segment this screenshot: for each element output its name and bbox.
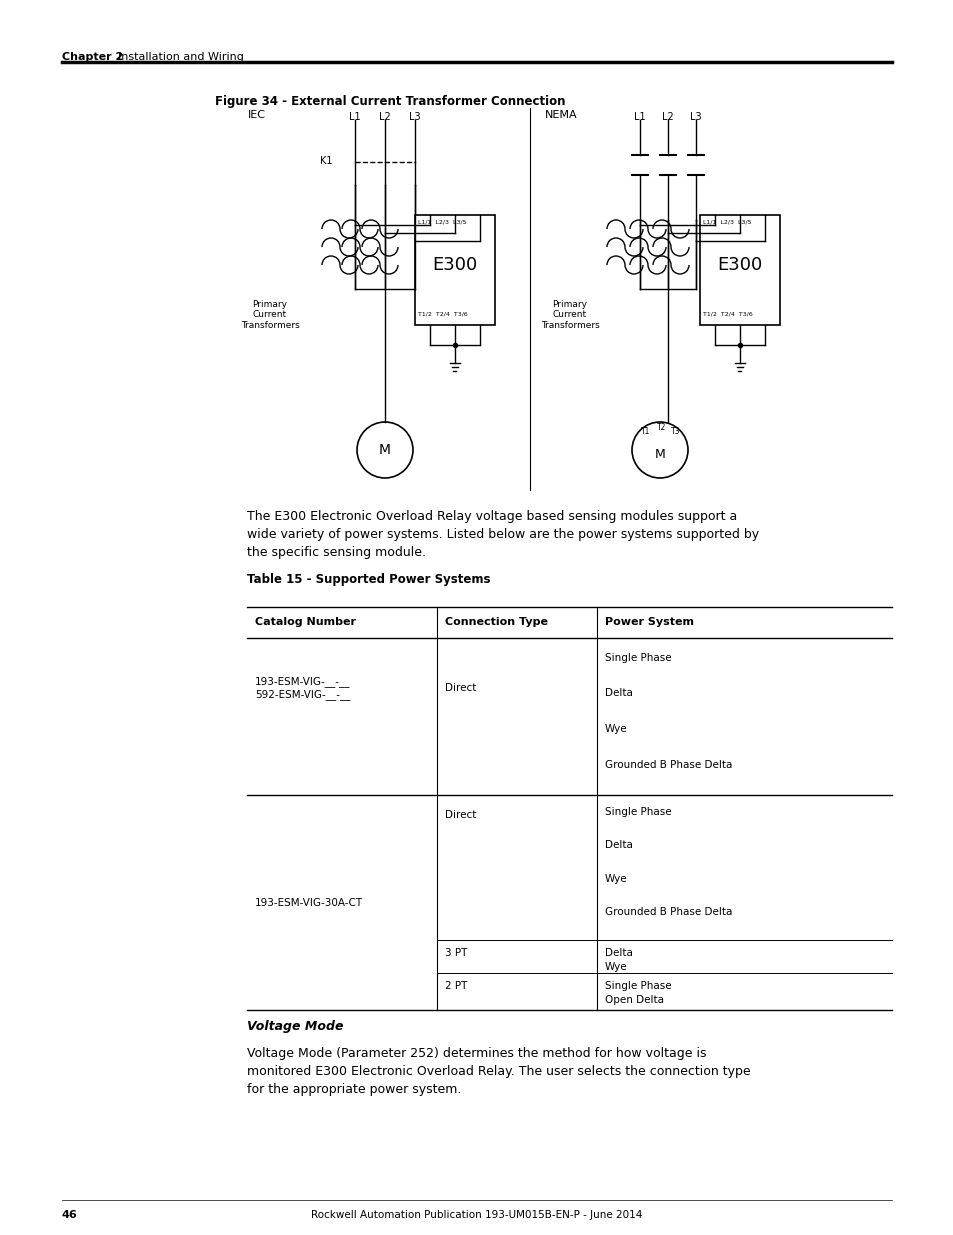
Text: E300: E300 [432,256,477,274]
Text: 193-ESM-VIG-__-__
592-ESM-VIG-__-__: 193-ESM-VIG-__-__ 592-ESM-VIG-__-__ [254,677,350,700]
Text: NEMA: NEMA [544,110,577,120]
Text: monitored E300 Electronic Overload Relay. The user selects the connection type: monitored E300 Electronic Overload Relay… [247,1065,750,1078]
Text: T2: T2 [657,424,666,432]
Text: Table 15 - Supported Power Systems: Table 15 - Supported Power Systems [247,573,490,585]
Text: Delta: Delta [604,948,632,958]
Text: 2 PT: 2 PT [444,981,467,990]
Text: 193-ESM-VIG-30A-CT: 193-ESM-VIG-30A-CT [254,898,363,908]
Text: T1/2  T2/4  T3/6: T1/2 T2/4 T3/6 [417,311,467,316]
Text: Figure 34 - External Current Transformer Connection: Figure 34 - External Current Transformer… [214,95,565,107]
Text: Direct: Direct [444,683,476,693]
Text: E300: E300 [717,256,761,274]
Text: Wye: Wye [604,724,627,734]
Text: Wye: Wye [604,962,627,972]
Text: L3: L3 [409,112,420,122]
Text: Grounded B Phase Delta: Grounded B Phase Delta [604,760,732,769]
Text: The E300 Electronic Overload Relay voltage based sensing modules support a: The E300 Electronic Overload Relay volta… [247,510,737,522]
Text: L1: L1 [349,112,360,122]
Bar [415,215,495,325]
Text: Voltage Mode: Voltage Mode [247,1020,343,1032]
Text: M: M [378,443,391,457]
Text: T1: T1 [640,427,650,436]
Text: L1: L1 [634,112,645,122]
Text: L1/1  L2/3  L3/5: L1/1 L2/3 L3/5 [417,220,466,225]
Text: Installation and Wiring: Installation and Wiring [118,52,244,62]
Text: L1/1  L2/3  L3/5: L1/1 L2/3 L3/5 [702,220,751,225]
Text: Direct: Direct [444,810,476,820]
Text: T1/2  T2/4  T3/6: T1/2 T2/4 T3/6 [702,311,752,316]
Text: for the appropriate power system.: for the appropriate power system. [247,1083,461,1095]
Text: 3 PT: 3 PT [444,948,467,958]
Text: Wye: Wye [604,873,627,883]
Text: Power System: Power System [604,618,693,627]
Text: Chapter 2: Chapter 2 [62,52,123,62]
Text: Grounded B Phase Delta: Grounded B Phase Delta [604,906,732,916]
Text: Connection Type: Connection Type [444,618,547,627]
Text: the specific sensing module.: the specific sensing module. [247,546,426,559]
Text: Delta: Delta [604,840,632,850]
Text: Catalog Number: Catalog Number [254,618,355,627]
Text: T3: T3 [671,427,680,436]
Text: L2: L2 [661,112,673,122]
Text: L2: L2 [378,112,391,122]
Text: IEC: IEC [248,110,266,120]
Text: wide variety of power systems. Listed below are the power systems supported by: wide variety of power systems. Listed be… [247,529,759,541]
Bar [700,215,780,325]
Text: Voltage Mode (Parameter 252) determines the method for how voltage is: Voltage Mode (Parameter 252) determines … [247,1047,706,1060]
Text: Open Delta: Open Delta [604,995,663,1005]
Text: Delta: Delta [604,688,632,699]
Text: Rockwell Automation Publication 193-UM015B-EN-P - June 2014: Rockwell Automation Publication 193-UM01… [311,1210,642,1220]
Text: Single Phase: Single Phase [604,806,671,818]
Text: Single Phase: Single Phase [604,653,671,663]
Text: L3: L3 [689,112,700,122]
Text: M: M [654,448,664,462]
Text: 46: 46 [62,1210,77,1220]
Text: Primary
Current
Transformers: Primary Current Transformers [540,300,598,330]
Text: Single Phase: Single Phase [604,981,671,990]
Text: K1: K1 [319,156,333,165]
Text: Primary
Current
Transformers: Primary Current Transformers [240,300,299,330]
